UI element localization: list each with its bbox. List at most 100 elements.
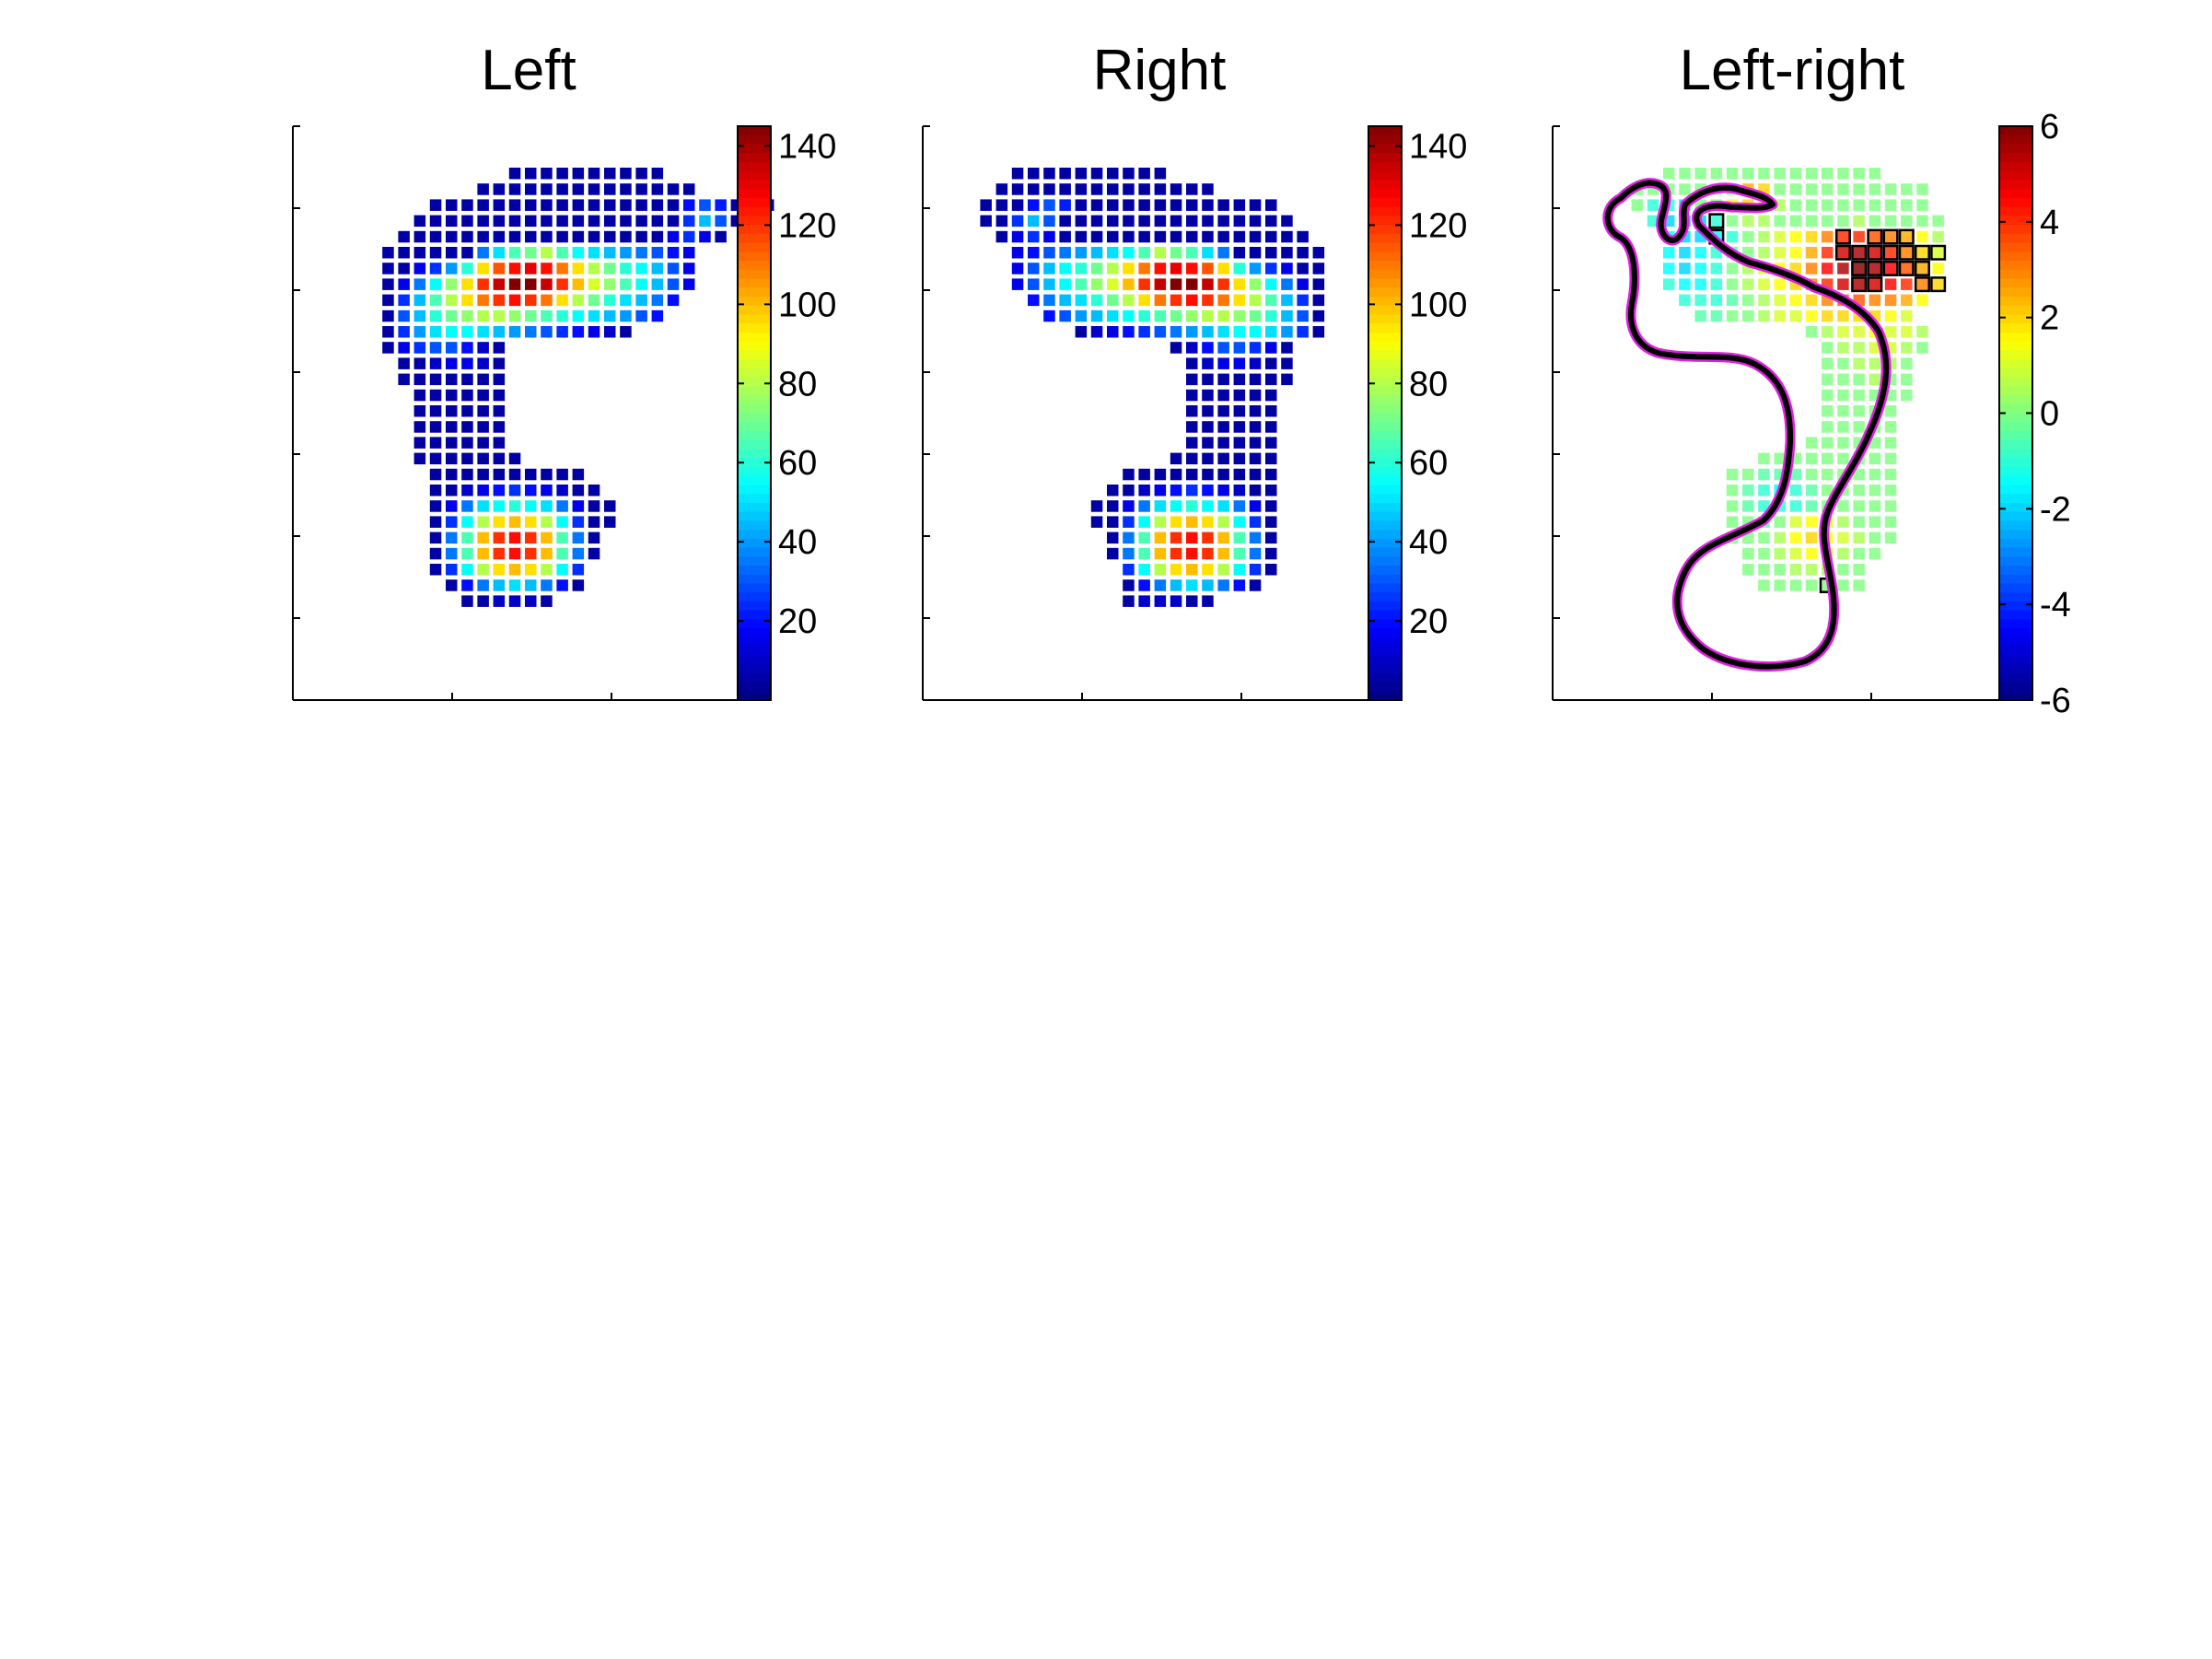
heatmap-cell: [1233, 547, 1246, 560]
heatmap-cell: [1297, 278, 1309, 290]
heatmap-cell: [572, 199, 585, 211]
axes-left: [292, 125, 738, 701]
colorbar-step: [738, 413, 771, 423]
heatmap-cell: [1090, 294, 1103, 307]
heatmap-cell: [1281, 278, 1293, 290]
heatmap-cell: [1138, 247, 1150, 259]
colorbar-step: [1999, 682, 2032, 692]
heatmap-cell: [1837, 247, 1849, 259]
heatmap-cell: [556, 310, 568, 322]
heatmap-cell: [1059, 294, 1071, 307]
heatmap-cell: [1123, 215, 1135, 228]
heatmap-cell: [1822, 485, 1834, 497]
heatmap-cell: [446, 247, 458, 259]
heatmap-cell: [1822, 230, 1834, 243]
heatmap-cell: [493, 437, 506, 449]
colorbar-step: [1368, 547, 1402, 557]
heatmap-cell: [1233, 247, 1246, 259]
significant-cell-marker: [1851, 244, 1868, 261]
heatmap-cell: [493, 468, 506, 481]
colorbar-step: [738, 583, 771, 593]
heatmap-cell: [1853, 532, 1865, 544]
heatmap-cell: [1822, 263, 1834, 275]
heatmap-cell: [461, 357, 473, 369]
heatmap-cell: [493, 405, 506, 417]
heatmap-cell: [1075, 294, 1088, 307]
colorbar-step: [1999, 637, 2032, 648]
heatmap-cell: [461, 500, 473, 512]
heatmap-cell: [1138, 199, 1150, 211]
heatmap-cell: [604, 199, 616, 211]
heatmap-cell: [461, 373, 473, 386]
heatmap-cell: [1202, 357, 1214, 369]
heatmap-cell: [1822, 405, 1834, 417]
heatmap-cell: [1869, 373, 1881, 386]
colorbar-step: [738, 278, 771, 288]
heatmap-cell: [477, 215, 489, 228]
significant-cell-marker: [1882, 244, 1899, 261]
heatmap-cell: [1123, 532, 1135, 544]
heatmap-cell: [1249, 532, 1262, 544]
heatmap-cell: [1932, 263, 1944, 275]
colorbar-tick-label: 6: [2040, 108, 2059, 146]
heatmap-cell: [1059, 215, 1071, 228]
heatmap-cell: [446, 357, 458, 369]
heatmap-cell: [493, 294, 506, 307]
heatmap-cell: [398, 247, 410, 259]
heatmap-cell: [1265, 230, 1277, 243]
colorbar-tick-label: 20: [1409, 602, 1448, 641]
heatmap-cell: [525, 247, 537, 259]
panel-right: Right 20 40 60 80 100 120 140: [922, 39, 1467, 701]
panel-title-right: Right: [1093, 39, 1227, 102]
heatmap-cell: [1233, 485, 1246, 497]
heatmap-cell: [1694, 168, 1706, 180]
heatmap-cell: [1249, 230, 1262, 243]
heatmap-cell: [508, 199, 521, 211]
colorbar-step: [1999, 628, 2032, 638]
heatmap-cell: [461, 516, 473, 528]
heatmap-cell: [651, 247, 664, 259]
heatmap-cell: [1901, 342, 1913, 354]
heatmap-cell: [525, 547, 537, 560]
heatmap-cell: [1170, 247, 1182, 259]
heatmap-cell: [525, 230, 537, 243]
heatmap-cell: [382, 342, 394, 354]
heatmap-cell: [1107, 278, 1119, 290]
heatmap-cell: [1249, 215, 1262, 228]
heatmap-cell: [1789, 247, 1802, 259]
heatmap-cell: [1901, 215, 1913, 228]
heatmap-cell: [1138, 532, 1150, 544]
colorbar-step: [738, 225, 771, 235]
heatmap-cell: [1233, 263, 1246, 275]
heatmap-cell: [1090, 215, 1103, 228]
heatmap-cell: [1138, 326, 1150, 338]
heatmap-cell: [1043, 310, 1055, 322]
colorbar-step: [1368, 494, 1402, 504]
heatmap-cell: [1884, 278, 1897, 290]
heatmap-cell: [429, 263, 442, 275]
heatmap-cell: [1774, 516, 1786, 528]
heatmap-cell: [477, 247, 489, 259]
significant-cell-marker: [1882, 260, 1899, 276]
heatmap-cell: [588, 326, 600, 338]
heatmap-cell: [1028, 278, 1040, 290]
heatmap-cell: [1138, 168, 1150, 180]
heatmap-cell: [635, 294, 647, 307]
heatmap-cell: [588, 500, 600, 512]
heatmap-cell: [508, 294, 521, 307]
colorbar-step: [1368, 637, 1402, 648]
heatmap-cell: [461, 326, 473, 338]
heatmap-cell: [1837, 516, 1849, 528]
heatmap-cell: [1186, 373, 1198, 386]
heatmap-cell: [429, 247, 442, 259]
heatmap-cell: [651, 310, 664, 322]
heatmap-cell: [1233, 389, 1246, 402]
colorbar-step: [738, 458, 771, 468]
heatmap-cell: [1217, 294, 1229, 307]
heatmap-cell: [398, 342, 410, 354]
heatmap-cell: [541, 326, 553, 338]
heatmap-cell: [1822, 183, 1834, 195]
heatmap-cell: [461, 230, 473, 243]
heatmap-cell: [1774, 310, 1786, 322]
heatmap-cell: [1726, 294, 1739, 307]
